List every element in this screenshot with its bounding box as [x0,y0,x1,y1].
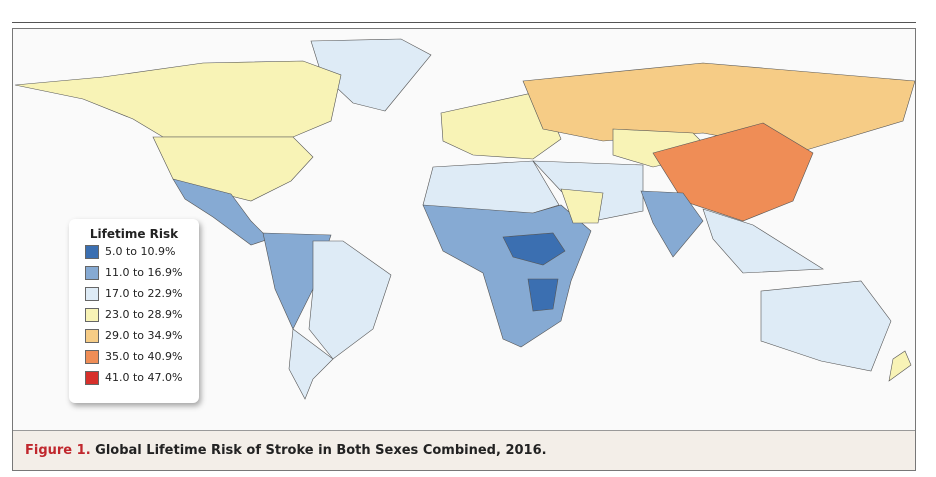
legend-title: Lifetime Risk [89,227,179,241]
legend-label: 5.0 to 10.9% [105,245,176,258]
legend-swatch [85,307,99,322]
caption: Figure 1. Global Lifetime Risk of Stroke… [13,430,915,470]
caption-text: Global Lifetime Risk of Stroke in Both S… [95,443,547,458]
legend-swatch [85,349,99,364]
sub-saharan-africa [422,204,592,348]
usa [152,136,314,202]
figure: Lifetime Risk 5.0 to 10.9% 11.0 to 16.9% 1… [12,28,916,471]
legend: Lifetime Risk 5.0 to 10.9% 11.0 to 16.9% 1… [69,219,199,403]
southern-africa [527,278,559,312]
arabia [560,188,604,224]
east-africa [502,232,566,266]
south-america-south [288,328,334,400]
legend-swatch [85,244,99,259]
middle-east [532,160,644,222]
australia [760,280,892,372]
canada [14,60,342,138]
legend-item: 17.0 to 22.9% [85,283,199,304]
legend-label: 35.0 to 40.9% [105,350,183,363]
legend-item: 29.0 to 34.9% [85,325,199,346]
india [640,190,704,258]
legend-item: 5.0 to 10.9% [85,241,199,262]
caption-label: Figure 1. [25,443,91,458]
world-map [14,38,915,400]
brazil [308,240,392,360]
rule [12,22,916,23]
legend-swatch [85,328,99,343]
central-america [172,178,270,246]
legend-label: 23.0 to 28.9% [105,308,183,321]
southeast-asia [702,208,824,274]
legend-rows: 5.0 to 10.9% 11.0 to 16.9% 17.0 to 22.9% 23… [69,241,199,388]
legend-item: 11.0 to 16.9% [85,262,199,283]
legend-item: 41.0 to 47.0% [85,367,199,388]
legend-label: 41.0 to 47.0% [105,371,183,384]
legend-swatch [85,370,99,385]
legend-item: 35.0 to 40.9% [85,346,199,367]
legend-label: 29.0 to 34.9% [105,329,183,342]
legend-swatch [85,286,99,301]
new-zealand [888,350,912,382]
legend-item: 23.0 to 28.9% [85,304,199,325]
legend-label: 11.0 to 16.9% [105,266,183,279]
legend-swatch [85,265,99,280]
legend-label: 17.0 to 22.9% [105,287,183,300]
